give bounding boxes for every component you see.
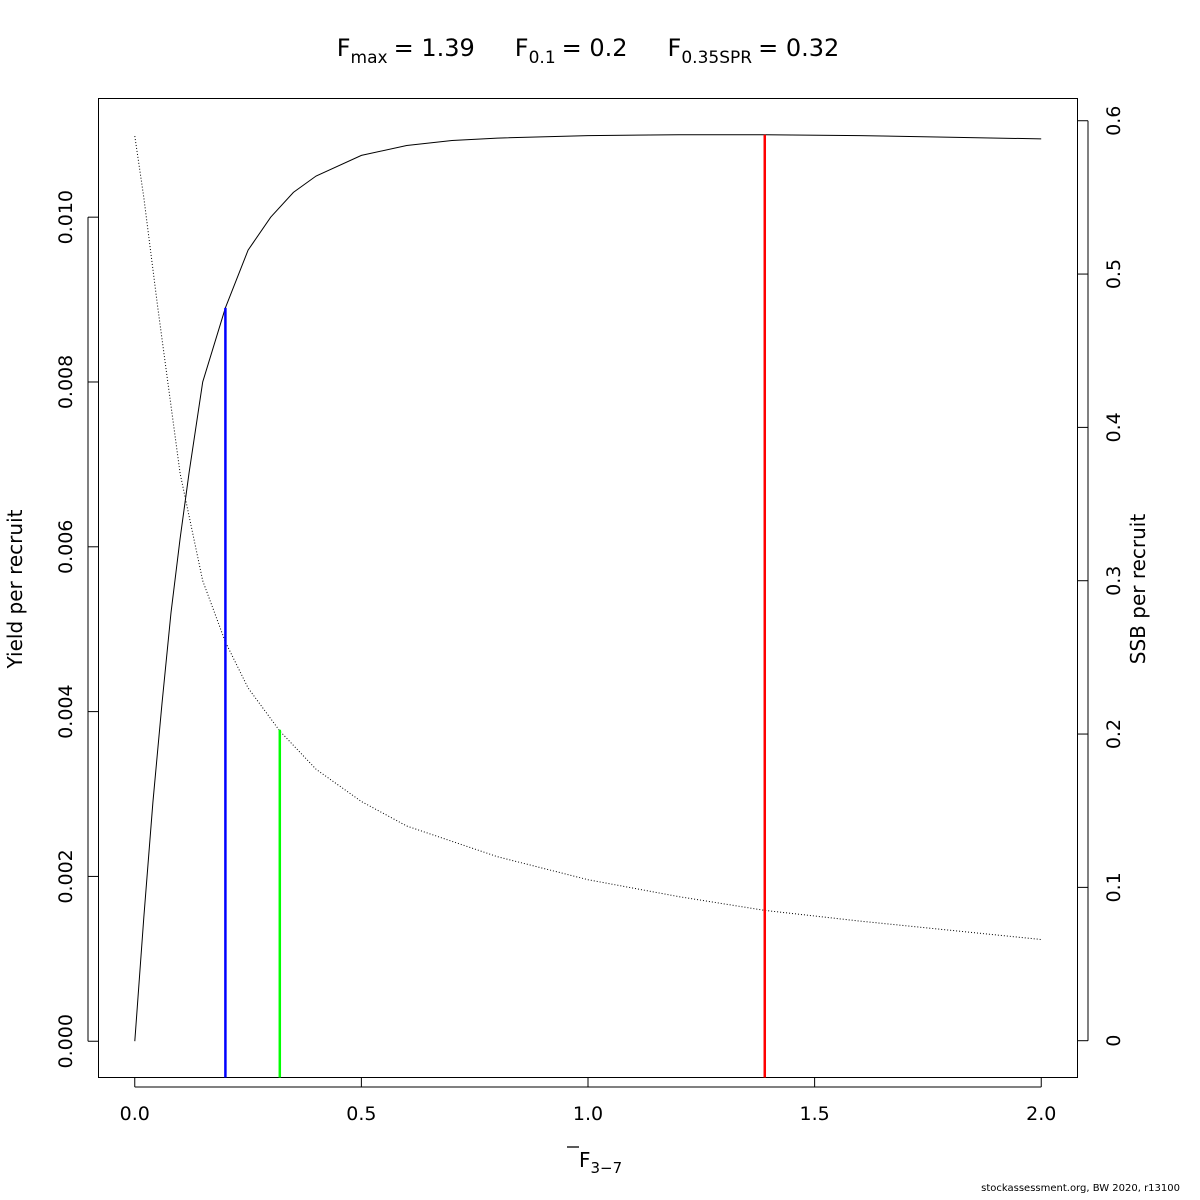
- y2-tick-label: 0.4: [1103, 412, 1125, 442]
- y-tick-label: 0.008: [55, 355, 77, 409]
- ssb-per-recruit-curve: [134, 136, 1042, 940]
- y2-tick-label: 0: [1103, 1035, 1125, 1047]
- y-tick-label: 0.002: [55, 849, 77, 903]
- x-axis-title: F3−7: [579, 1148, 622, 1177]
- y2-tick-label: 0.2: [1103, 719, 1125, 749]
- y2-tick-label: 0.6: [1103, 106, 1125, 136]
- plot-frame: [98, 98, 1078, 1078]
- footer-credit: stockassessment.org, BW 2020, r13100: [981, 1183, 1180, 1194]
- x-tick-label: 0.5: [346, 1103, 376, 1125]
- y-tick-label: 0.004: [55, 684, 77, 738]
- y-tick-label: 0.010: [55, 190, 77, 244]
- y-axis-right: 0 0.1 0.2 0.3 0.4 0.5 0.6: [1077, 106, 1125, 1047]
- x-tick-label: 1.0: [573, 1103, 603, 1125]
- y2-tick-label: 0.3: [1103, 566, 1125, 596]
- chart-title: Fmax = 1.39 F0.1 = 0.2 F0.35SPR = 0.32: [337, 34, 840, 68]
- y-tick-label: 0.000: [55, 1014, 77, 1068]
- y-tick-label: 0.006: [55, 520, 77, 574]
- reference-lines: [224, 134, 767, 1078]
- y-axis-title: Yield per recruit: [3, 509, 27, 669]
- y-axis-left: 0.000 0.002 0.004 0.006 0.008 0.010: [55, 190, 99, 1068]
- series-layer: [134, 134, 1042, 1042]
- x-tick-label: 0.0: [120, 1103, 150, 1125]
- x-tick-label: 1.5: [800, 1103, 830, 1125]
- y2-tick-label: 0.1: [1103, 872, 1125, 902]
- y2-axis-title: SSB per recruit: [1126, 514, 1150, 665]
- y2-tick-label: 0.5: [1103, 259, 1125, 289]
- x-axis: 0.0 0.5 1.0 1.5 2.0: [120, 1077, 1056, 1125]
- yield-per-recruit-curve: [134, 134, 1042, 1042]
- x-tick-label: 2.0: [1026, 1103, 1056, 1125]
